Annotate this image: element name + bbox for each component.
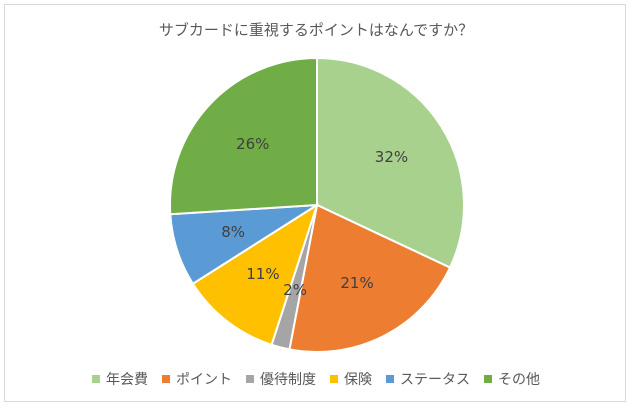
legend-item-1: 年会費 <box>92 369 148 389</box>
legend-swatch <box>330 375 338 383</box>
legend-item-5: ステータス <box>386 369 470 389</box>
legend-item-3: 優待制度 <box>246 369 316 389</box>
pie-chart: 32% 21% 2%11% 8% 26% <box>169 56 465 353</box>
legend-label: 優待制度 <box>260 372 316 388</box>
legend-label: 保険 <box>344 372 372 388</box>
data-label-4: 11% <box>246 265 279 283</box>
legend-label: ポイント <box>176 372 232 388</box>
chart-legend: 年会費 ポイント 優待制度 保険 ステータス その他 <box>5 369 627 389</box>
legend-swatch <box>92 375 100 383</box>
legend-label: その他 <box>498 372 540 388</box>
pie-slice-4 <box>191 202 319 347</box>
legend-swatch <box>484 375 492 383</box>
legend-label: 年会費 <box>106 372 148 388</box>
chart-frame: サブカードに重視するポイントはなんですか？ 32% 21% 2% 11% 8% 26% 年… <box>4 4 626 402</box>
data-label-1: 32% <box>375 148 408 166</box>
pie-slice-1 <box>316 56 465 269</box>
legend-item-2: ポイント <box>162 369 232 389</box>
data-label-2: 21% <box>340 274 373 292</box>
legend-swatch <box>162 375 170 383</box>
data-label-6: 26% <box>236 135 269 153</box>
pie-slice-6 <box>169 56 318 216</box>
legend-swatch <box>386 375 394 383</box>
legend-label: ステータス <box>400 372 470 388</box>
data-label-5: 8% <box>221 223 245 241</box>
legend-item-4: 保険 <box>330 369 372 389</box>
pie-slice-2 <box>288 203 452 353</box>
legend-item-6: その他 <box>484 369 540 389</box>
data-label-3: 2% <box>283 281 307 299</box>
legend-swatch <box>246 375 254 383</box>
chart-title: サブカードに重視するポイントはなんですか？ <box>158 21 474 39</box>
